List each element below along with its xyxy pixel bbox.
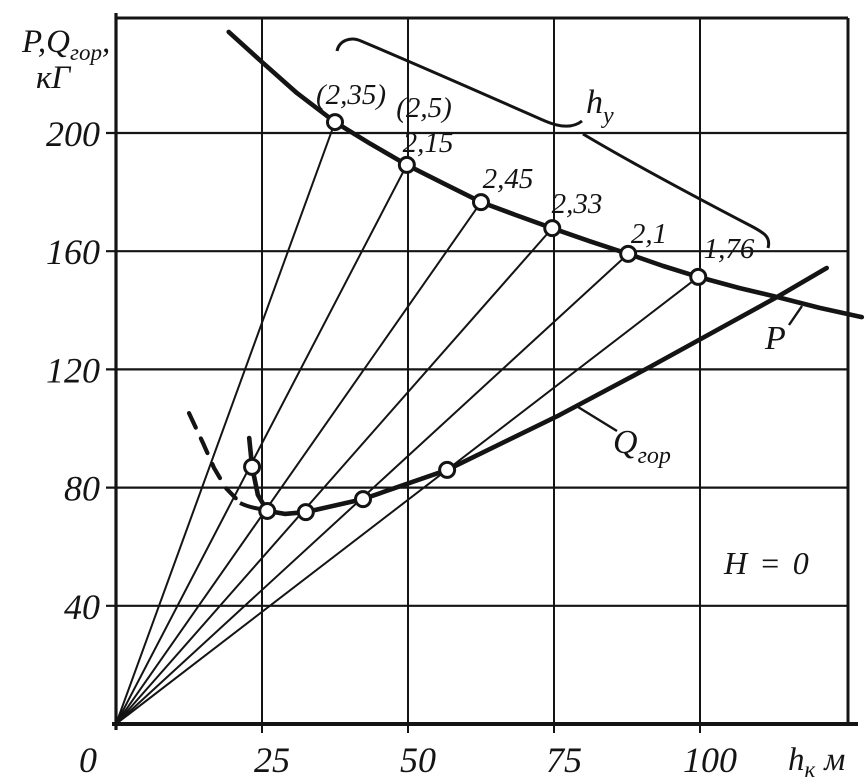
hy-value-label: 1,76 <box>704 233 755 265</box>
p-curve-point-marker <box>689 267 708 286</box>
q-curve-point-marker <box>243 457 262 476</box>
hy-value-label: 2,45 <box>483 163 534 195</box>
q-curve-point-marker <box>438 460 457 479</box>
hy-label: hу <box>586 84 614 129</box>
y-tick-label: 120 <box>46 350 100 390</box>
p-curve-point-marker <box>619 244 638 263</box>
y-axis-title-line2: кГ <box>36 60 71 96</box>
curves <box>186 29 865 517</box>
axes <box>112 13 858 730</box>
y-axis-title-line1: P,Qгор, <box>21 24 110 65</box>
origin-rays <box>115 121 699 725</box>
q-curve-leader-line <box>577 405 618 433</box>
x-tick-label: 25 <box>254 740 290 780</box>
origin-ray <box>115 276 699 725</box>
x-tick-label: 100 <box>683 740 737 780</box>
x-tick-label: 0 <box>79 740 97 780</box>
x-axis-title: hк м <box>788 742 845 780</box>
q-curve-point-marker <box>354 490 373 509</box>
static-labels: P,Qгор, кГ hк м P Qгор hу H = 0 <box>21 24 845 780</box>
p-curve-label: P <box>764 320 786 357</box>
hy-value-label: (2,5) <box>396 92 452 124</box>
altitude-annotation: H = 0 <box>723 545 811 581</box>
y-tick-label: 200 <box>46 114 100 154</box>
q-curve-point-marker <box>296 503 315 522</box>
hy-brace-right-segment <box>582 132 771 249</box>
origin-ray <box>115 253 629 725</box>
hy-value-labels: (2,35) (2,5)2,15 2,45 2,33 2,1 1,76 <box>316 79 755 265</box>
curve-q <box>246 265 829 517</box>
curve-q-dashed-extension <box>186 411 238 501</box>
hy-brace-left-segment <box>335 37 583 128</box>
decorations <box>239 37 803 512</box>
hy-value-label: 2,15 <box>403 127 454 159</box>
p-curve-point-marker <box>543 219 562 238</box>
origin-ray <box>115 227 553 725</box>
p-curve-point-marker <box>472 193 490 212</box>
origin-ray <box>115 164 408 725</box>
q-curve-label: Qгор <box>613 424 671 469</box>
grid <box>106 18 848 733</box>
x-tick-label: 50 <box>400 740 436 780</box>
origin-ray <box>115 121 336 725</box>
y-tick-label: 40 <box>64 587 100 627</box>
curve-p <box>226 29 865 320</box>
hy-value-label: 2,33 <box>552 188 603 220</box>
point-markers <box>243 113 708 522</box>
p-curve-point-marker <box>326 113 344 132</box>
y-tick-label: 160 <box>46 232 100 272</box>
q-curve-point-marker <box>258 501 277 520</box>
x-tick-label: 75 <box>546 740 582 780</box>
p-curve-point-marker <box>397 155 416 174</box>
origin-ray <box>115 201 482 725</box>
tick-labels: 40 80 120 160 200 0 25 50 75 100 <box>46 114 737 780</box>
hy-value-label: 2,1 <box>631 218 667 250</box>
p-curve-leader-line <box>788 305 803 326</box>
y-tick-label: 80 <box>64 469 100 509</box>
hy-value-label: (2,35) <box>316 79 386 111</box>
